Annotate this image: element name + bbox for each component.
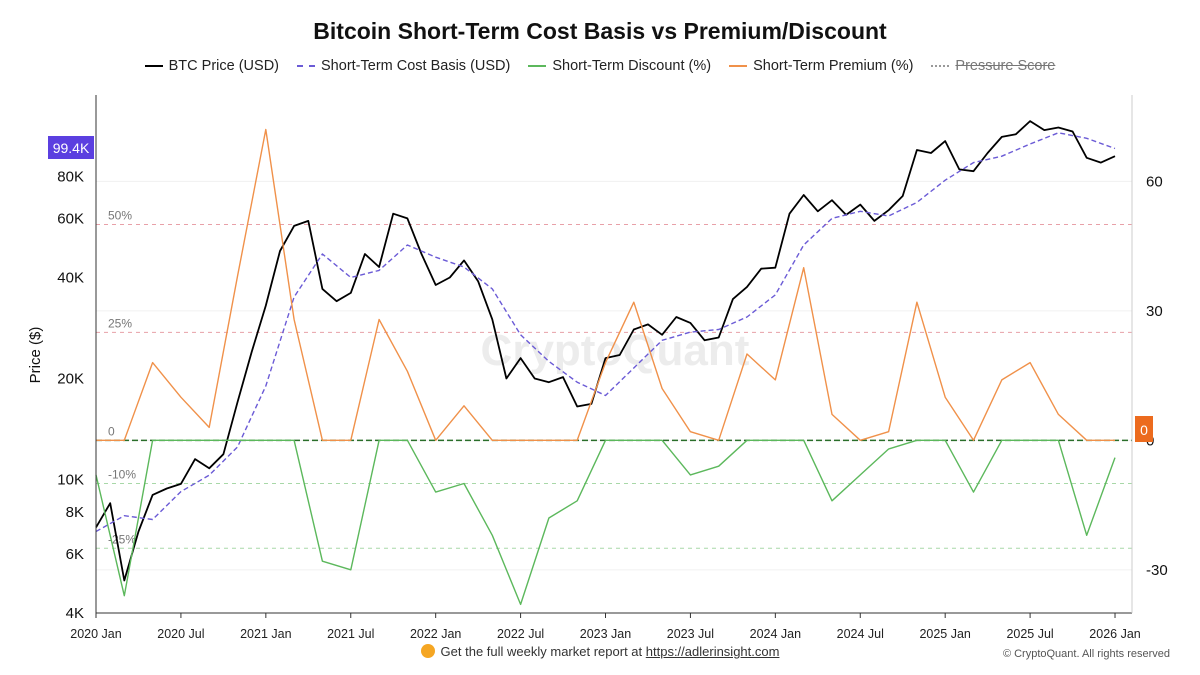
- x-tick-label: 2020 Jan: [70, 627, 121, 641]
- legend-item-discount[interactable]: Short-Term Discount (%): [528, 58, 711, 74]
- grid: [96, 180, 1132, 571]
- legend-swatch-pressure-score: [931, 65, 950, 67]
- series-layer: [95, 120, 1116, 606]
- reference-line-label: 50%: [108, 209, 132, 223]
- reference-line-label: 25%: [108, 316, 132, 330]
- current-premium-badge-bg: [1135, 416, 1153, 442]
- x-tick-label: 2024 Jul: [837, 627, 884, 641]
- reference-line-label: -10%: [108, 468, 136, 482]
- legend-item-btc-price[interactable]: BTC Price (USD): [144, 58, 280, 74]
- chart-legend: BTC Price (USD) Short-Term Cost Basis (U…: [0, 58, 1200, 74]
- legend-label: Pressure Score: [955, 58, 1056, 74]
- legend-swatch-premium: [729, 65, 748, 67]
- x-tick-label: 2023 Jan: [580, 627, 631, 641]
- y-tick-label: 4K: [66, 605, 84, 622]
- legend-swatch-btc-price: [144, 65, 163, 67]
- report-icon: [420, 644, 435, 658]
- series-line-btc-price-usd: [95, 120, 1116, 582]
- y2-tick-label: 60: [1146, 173, 1163, 190]
- y-tick-label: 40K: [57, 270, 84, 287]
- x-tick-label: 2022 Jul: [497, 627, 544, 641]
- y-tick-label: 20K: [57, 371, 84, 388]
- legend-label: Short-Term Discount (%): [552, 58, 712, 74]
- x-tick-label: 2021 Jan: [240, 627, 291, 641]
- copyright: © CryptoQuant. All rights reserved: [1002, 648, 1170, 660]
- current-price-badge-bg: [48, 136, 94, 159]
- series-line-short-term-cost-basis-usd: [95, 132, 1116, 533]
- y-tick-label: 6K: [66, 546, 84, 563]
- footer-text: Get the full weekly market report at: [440, 644, 643, 659]
- current-premium-badge: 0: [1135, 416, 1153, 442]
- y2-tick-label: 30: [1146, 303, 1163, 320]
- axes: 4K 6K 8K 10K 20K 40K 60K 80K -30 0 30 60 2020 Jan 202…: [57, 95, 1168, 641]
- legend-item-premium[interactable]: Short-Term Premium (%): [729, 58, 913, 74]
- legend-label: Short-Term Cost Basis (USD): [321, 58, 511, 74]
- x-tick-label: 2024 Jan: [750, 627, 801, 641]
- x-tick-label: 2025 Jul: [1006, 627, 1053, 641]
- footer: Get the full weekly market report at htt…: [0, 644, 1200, 659]
- x-tick-label: 2021 Jul: [327, 627, 374, 641]
- x-tick-label: 2023 Jul: [667, 627, 714, 641]
- x-tick-label: 2025 Jan: [919, 627, 970, 641]
- legend-item-pressure-score[interactable]: Pressure Score: [931, 58, 1055, 74]
- y-tick-label: 60K: [57, 210, 84, 227]
- legend-label: BTC Price (USD): [168, 58, 280, 74]
- current-price-label: 99.4K: [53, 140, 90, 156]
- y-tick-label: 10K: [57, 472, 84, 489]
- legend-item-cost-basis[interactable]: Short-Term Cost Basis (USD): [297, 58, 510, 74]
- current-premium-label: 0: [1140, 422, 1148, 438]
- reference-line-label: 0: [108, 424, 115, 438]
- watermark: CryptoQuant: [481, 326, 750, 375]
- current-price-badge: 99.4K: [48, 136, 94, 159]
- x-tick-label: 2026 Jan: [1089, 627, 1140, 641]
- x-tick-label: 2020 Jul: [157, 627, 204, 641]
- chart-title: Bitcoin Short-Term Cost Basis vs Premium…: [313, 18, 887, 44]
- y2-tick-label: -30: [1146, 562, 1168, 579]
- legend-swatch-cost-basis: [297, 65, 316, 67]
- reference-lines: 50% 25% 0 -10% -25%: [96, 209, 1132, 549]
- y-tick-label: 8K: [66, 504, 84, 521]
- series-line-short-term-premium: [96, 128, 1115, 441]
- series-line-short-term-discount: [95, 439, 1116, 606]
- y-axis-label: Price ($): [27, 327, 44, 384]
- x-tick-label: 2022 Jan: [410, 627, 461, 641]
- legend-swatch-discount: [528, 65, 547, 67]
- footer-link[interactable]: https://adlerinsight.com: [645, 644, 780, 659]
- legend-label: Short-Term Premium (%): [753, 58, 914, 74]
- reference-line-label: -25%: [108, 532, 136, 546]
- y-tick-label: 80K: [57, 169, 84, 186]
